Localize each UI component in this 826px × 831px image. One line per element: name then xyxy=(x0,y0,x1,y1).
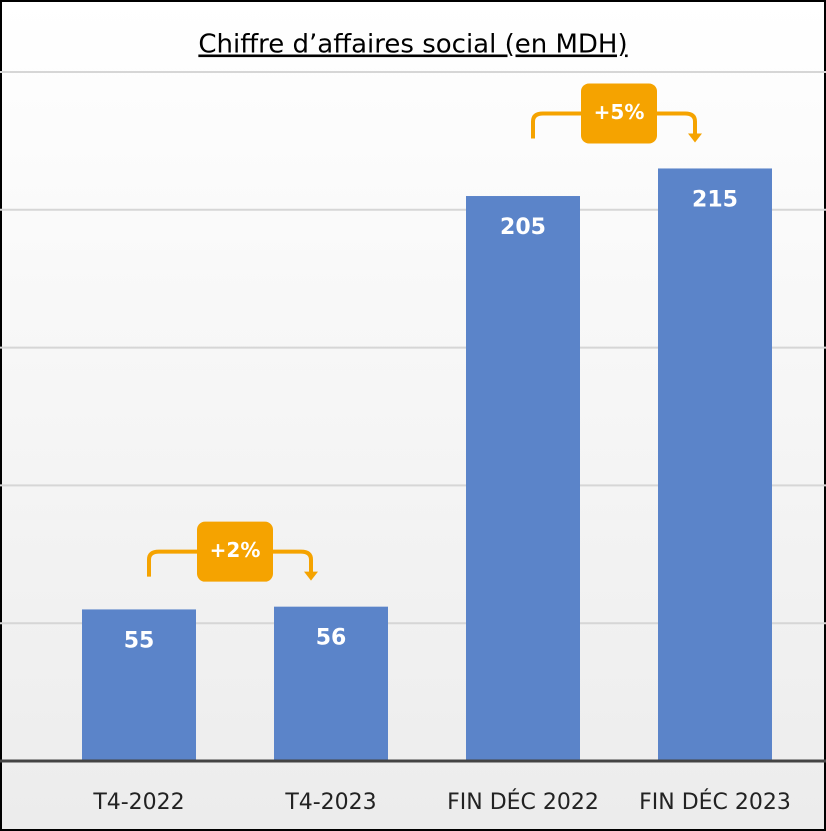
x-tick-label: T4-2022 xyxy=(92,790,184,815)
annotation-text: +5% xyxy=(594,100,645,124)
value-label: 56 xyxy=(316,626,347,651)
x-tick-label: FIN DÉC 2023 xyxy=(639,789,791,815)
annotation-text: +2% xyxy=(210,538,261,562)
annotation-arrow xyxy=(688,133,702,143)
value-label: 55 xyxy=(124,628,155,653)
bar xyxy=(274,606,388,761)
value-label: 215 xyxy=(692,187,738,212)
annotation-box xyxy=(197,521,273,582)
annotation-arrow xyxy=(304,571,318,581)
bar xyxy=(466,196,580,761)
value-label: 205 xyxy=(500,215,546,240)
annotation-box xyxy=(581,83,657,144)
x-tick-label: T4-2023 xyxy=(284,790,376,815)
chart-title: Chiffre d’affaires social (en MDH) xyxy=(198,30,627,60)
x-tick-label: FIN DÉC 2022 xyxy=(447,789,599,815)
bar xyxy=(82,609,196,761)
bar xyxy=(658,168,772,761)
